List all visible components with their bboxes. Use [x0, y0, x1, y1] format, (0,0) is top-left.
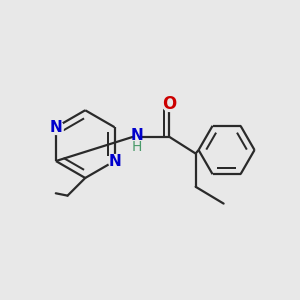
Text: H: H [132, 140, 142, 154]
Text: N: N [50, 120, 62, 135]
Text: O: O [162, 95, 176, 113]
Text: N: N [108, 154, 121, 169]
Text: N: N [130, 128, 143, 143]
